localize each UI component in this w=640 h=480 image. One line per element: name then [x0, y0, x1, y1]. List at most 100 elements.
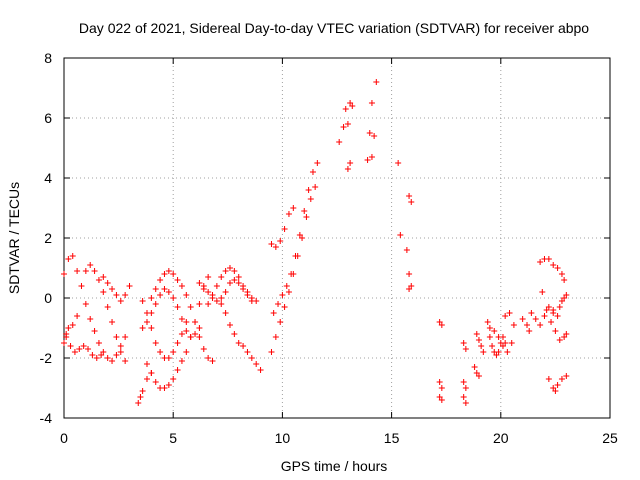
data-point	[61, 340, 67, 346]
x-axis-label: GPS time / hours	[281, 458, 388, 474]
data-point	[285, 211, 292, 217]
data-point	[554, 382, 561, 388]
data-point	[122, 334, 129, 340]
data-point	[74, 268, 81, 274]
data-point	[109, 286, 116, 292]
data-point	[63, 334, 70, 340]
data-point	[248, 295, 255, 301]
data-point	[342, 106, 349, 112]
data-point	[161, 385, 168, 391]
data-point	[205, 355, 212, 361]
data-point	[93, 355, 100, 361]
data-point	[537, 322, 544, 328]
data-point	[157, 349, 164, 355]
data-point	[244, 289, 251, 295]
series-arc-n	[268, 184, 319, 355]
y-tick-label: 0	[44, 290, 52, 306]
data-point	[139, 325, 146, 331]
data-point	[558, 376, 565, 382]
data-point	[170, 271, 177, 277]
data-point	[556, 337, 563, 343]
data-point	[109, 319, 116, 325]
data-point	[495, 334, 502, 340]
data-point	[473, 331, 480, 337]
series-arc-o	[270, 160, 321, 316]
data-point	[563, 292, 570, 298]
data-point	[91, 268, 98, 274]
data-point	[98, 352, 105, 358]
data-point	[460, 394, 467, 400]
data-point	[80, 343, 87, 349]
data-point	[82, 268, 89, 274]
data-point	[438, 385, 445, 391]
data-point	[301, 208, 308, 214]
data-point	[165, 268, 172, 274]
data-point	[87, 262, 94, 268]
data-point	[462, 400, 469, 406]
data-point	[69, 322, 76, 328]
data-point	[480, 349, 487, 355]
data-point	[240, 343, 247, 349]
data-point	[506, 310, 513, 316]
data-point	[403, 247, 410, 253]
data-point	[519, 316, 526, 322]
data-point	[165, 382, 172, 388]
series-arc-v	[471, 331, 487, 379]
data-point	[508, 340, 515, 346]
data-point	[65, 256, 72, 262]
data-point	[218, 301, 225, 307]
data-point	[222, 310, 229, 316]
data-point	[307, 196, 314, 202]
data-point	[281, 226, 288, 232]
data-point	[438, 322, 445, 328]
data-point	[303, 214, 310, 220]
data-point	[218, 295, 225, 301]
x-tick-label: 5	[169, 430, 177, 446]
data-point	[281, 304, 288, 310]
x-tick-label: 10	[275, 430, 291, 446]
data-point	[192, 319, 199, 325]
data-point	[240, 283, 247, 289]
series-arc-d	[82, 262, 129, 364]
data-point	[253, 361, 260, 367]
data-point	[528, 310, 535, 316]
series-arc-f	[135, 370, 155, 406]
series-arc-b	[63, 331, 105, 361]
data-point	[87, 316, 94, 322]
series-arc-p	[268, 205, 297, 250]
data-point	[406, 271, 413, 277]
data-point	[178, 316, 185, 322]
data-point	[364, 157, 371, 163]
data-point	[157, 277, 164, 283]
data-point	[486, 334, 493, 340]
data-point	[78, 283, 85, 289]
data-point	[222, 268, 229, 274]
series-arc-m	[218, 301, 264, 373]
series-arc-u	[460, 340, 469, 406]
data-point	[226, 322, 233, 328]
data-point	[139, 298, 146, 304]
data-point	[524, 322, 531, 328]
grid-lines	[64, 58, 610, 418]
series-arc-x	[486, 310, 517, 355]
data-point	[305, 187, 312, 193]
data-point	[65, 325, 72, 331]
data-point	[484, 319, 491, 325]
series-arc-z	[537, 256, 568, 283]
data-point	[95, 277, 102, 283]
data-point	[499, 343, 506, 349]
data-point	[336, 139, 343, 145]
y-tick-labels: -4 -2 0 2 4 6 8	[40, 50, 53, 426]
data-point	[344, 121, 351, 127]
data-point	[226, 280, 233, 286]
data-point	[344, 166, 351, 172]
data-point	[471, 364, 478, 370]
data-point	[277, 238, 284, 244]
data-points	[61, 79, 570, 406]
data-point	[137, 394, 144, 400]
data-point	[226, 265, 233, 271]
data-point	[460, 379, 467, 385]
data-point	[165, 289, 172, 295]
series-arc-j	[139, 286, 203, 340]
data-point	[543, 307, 550, 313]
